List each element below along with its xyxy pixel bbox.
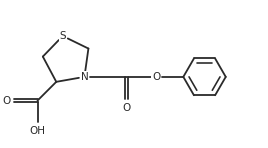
Text: N: N	[81, 72, 88, 82]
Text: O: O	[3, 96, 11, 106]
Text: O: O	[152, 72, 160, 82]
Text: O: O	[122, 103, 131, 113]
Text: S: S	[59, 31, 66, 41]
Text: OH: OH	[29, 126, 46, 136]
